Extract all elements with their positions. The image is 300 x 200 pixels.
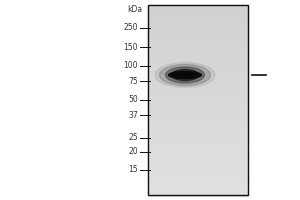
Ellipse shape — [172, 69, 199, 81]
Bar — [148, 72, 248, 74]
Bar — [148, 88, 248, 91]
Text: 100: 100 — [124, 62, 138, 71]
Bar — [148, 79, 248, 82]
Text: 150: 150 — [124, 43, 138, 51]
Bar — [148, 114, 248, 117]
Bar — [148, 148, 248, 150]
Bar — [148, 110, 248, 112]
Bar — [148, 145, 248, 148]
Bar — [148, 119, 248, 122]
Bar — [148, 105, 248, 108]
Bar — [148, 15, 248, 17]
Bar — [148, 157, 248, 160]
Bar — [148, 102, 248, 105]
Bar — [148, 36, 248, 39]
Bar — [148, 64, 248, 67]
Bar — [148, 7, 248, 10]
Bar — [148, 183, 248, 186]
Bar — [148, 57, 248, 60]
Bar — [148, 76, 248, 79]
Bar — [148, 124, 248, 127]
Bar — [148, 22, 248, 24]
Bar — [148, 140, 248, 143]
Bar — [148, 5, 248, 195]
Bar — [148, 186, 248, 188]
Bar — [148, 55, 248, 58]
Bar — [148, 74, 248, 77]
Bar — [148, 60, 248, 62]
Bar — [148, 12, 248, 15]
Ellipse shape — [177, 72, 194, 78]
Bar — [148, 138, 248, 141]
Bar — [148, 171, 248, 174]
Bar — [148, 95, 248, 98]
Bar — [148, 164, 248, 167]
Bar — [148, 45, 248, 48]
Bar — [148, 162, 248, 165]
Bar — [148, 112, 248, 115]
Ellipse shape — [169, 72, 202, 78]
Bar — [148, 166, 248, 169]
Bar — [148, 193, 248, 196]
Bar — [148, 152, 248, 155]
Bar — [148, 188, 248, 191]
Bar — [148, 93, 248, 96]
Bar — [148, 136, 248, 138]
Bar — [148, 83, 248, 86]
Bar — [148, 62, 248, 65]
Text: 20: 20 — [128, 148, 138, 156]
Bar — [148, 67, 248, 70]
Bar — [148, 90, 248, 93]
Text: 250: 250 — [124, 23, 138, 32]
Text: kDa: kDa — [127, 5, 142, 15]
Bar — [148, 48, 248, 51]
Bar — [148, 41, 248, 44]
Bar — [148, 126, 248, 129]
Bar — [148, 121, 248, 124]
Bar — [148, 17, 248, 20]
Bar — [148, 98, 248, 100]
Bar — [148, 155, 248, 158]
Ellipse shape — [166, 67, 205, 83]
Bar — [148, 24, 248, 27]
Bar — [148, 174, 248, 176]
Bar — [148, 178, 248, 181]
Text: 37: 37 — [128, 110, 138, 119]
Bar — [148, 19, 248, 22]
Bar — [148, 5, 248, 8]
Bar — [148, 69, 248, 72]
Bar — [148, 10, 248, 13]
Bar — [148, 29, 248, 32]
Text: 15: 15 — [128, 166, 138, 174]
Bar — [148, 159, 248, 162]
Ellipse shape — [155, 62, 215, 88]
Bar — [148, 150, 248, 153]
Bar — [148, 131, 248, 134]
Bar — [148, 181, 248, 184]
Bar — [148, 143, 248, 146]
Bar — [148, 133, 248, 136]
Ellipse shape — [160, 64, 211, 86]
Bar — [148, 169, 248, 172]
Bar — [148, 86, 248, 89]
Text: 25: 25 — [128, 134, 138, 142]
Bar — [148, 50, 248, 53]
Bar — [148, 26, 248, 29]
Bar — [148, 52, 248, 55]
Bar — [148, 117, 248, 119]
Bar — [148, 81, 248, 84]
Bar — [148, 43, 248, 46]
Bar — [148, 129, 248, 131]
Bar — [148, 107, 248, 110]
Bar — [148, 176, 248, 179]
Text: 50: 50 — [128, 96, 138, 104]
Bar — [148, 38, 248, 41]
Text: 75: 75 — [128, 76, 138, 86]
Bar — [148, 33, 248, 36]
Bar — [148, 190, 248, 193]
Bar — [148, 100, 248, 103]
Bar — [148, 31, 248, 34]
